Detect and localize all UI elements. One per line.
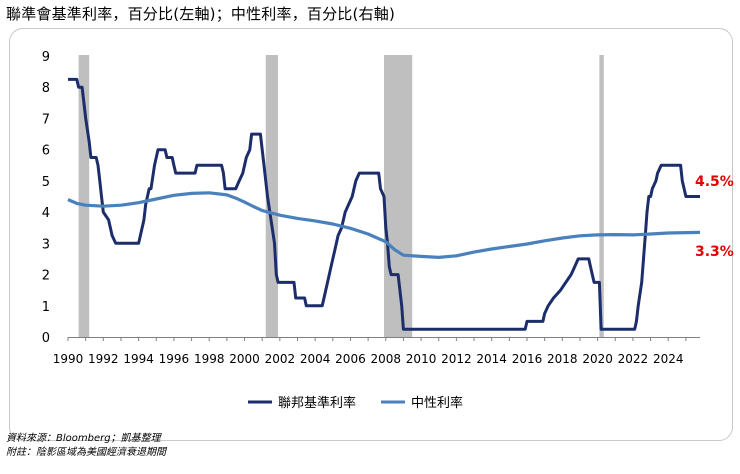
x-tick-label: 2018	[547, 352, 578, 366]
recession-shading	[78, 55, 604, 337]
x-tick-label: 1992	[88, 352, 119, 366]
x-tick-label: 1990	[53, 352, 84, 366]
y-tick-label: 5	[42, 175, 50, 190]
series-lines	[67, 77, 701, 331]
fed-funds-rate-line	[68, 77, 700, 331]
x-tick-label: 2016	[512, 352, 543, 366]
x-tick-label: 2014	[476, 352, 507, 366]
x-tick-label: 2008	[370, 352, 401, 366]
recession-band	[384, 55, 413, 337]
x-tick-label: 2006	[335, 352, 366, 366]
neutral-rate-end-label: 3.3%	[695, 244, 734, 260]
x-tick-label: 2012	[441, 352, 472, 366]
legend-label: 聯邦基準利率	[278, 395, 356, 411]
y-tick-label: 2	[42, 269, 50, 284]
neutral-rate-line	[67, 191, 701, 259]
x-tick-label: 2002	[265, 352, 296, 366]
x-tick-label: 1998	[194, 352, 225, 366]
y-tick-label: 9	[42, 50, 50, 65]
x-tick-label: 2000	[229, 352, 260, 366]
x-tick-label: 2024	[653, 352, 684, 366]
y-tick-label: 3	[42, 237, 50, 252]
chart-frame	[9, 28, 733, 441]
y-tick-label: 4	[42, 206, 50, 221]
legend-label: 中性利率	[411, 395, 463, 411]
y-tick-label: 6	[42, 144, 50, 159]
y-tick-label: 1	[42, 300, 50, 315]
y-tick-label: 7	[42, 112, 50, 127]
x-tick-label: 2010	[406, 352, 437, 366]
legend: 聯邦基準利率 中性利率	[248, 395, 463, 411]
y-tick-label: 0	[42, 331, 50, 346]
y-axis: 0 1 2 3 4 5 6 7 8 9	[42, 50, 50, 346]
x-tick-label: 2004	[300, 352, 331, 366]
source-note: 資料來源：Bloomberg；凱基整理 附註：陰影區域為美國經濟衰退期間	[6, 432, 166, 460]
y-tick-label: 8	[42, 81, 50, 96]
end-labels: 4.5% 3.3%	[695, 174, 734, 260]
source-line: 資料來源：Bloomberg；凱基整理	[6, 433, 161, 444]
recession-band	[78, 55, 90, 337]
footnote-line: 附註：陰影區域為美國經濟衰退期間	[6, 447, 166, 458]
recession-band	[599, 55, 604, 337]
x-tick-label: 2022	[618, 352, 649, 366]
x-tick-label: 2020	[582, 352, 613, 366]
x-tick-label: 1996	[159, 352, 190, 366]
fed-funds-end-label: 4.5%	[695, 174, 734, 190]
x-axis: 1990 1992 1994 1996 1998 2000 2002 2004 2006 2008…	[53, 337, 700, 366]
chart-title: 聯準會基準利率，百分比(左軸)；中性利率，百分比(右軸)	[6, 5, 396, 23]
x-tick-label: 1994	[123, 352, 154, 366]
